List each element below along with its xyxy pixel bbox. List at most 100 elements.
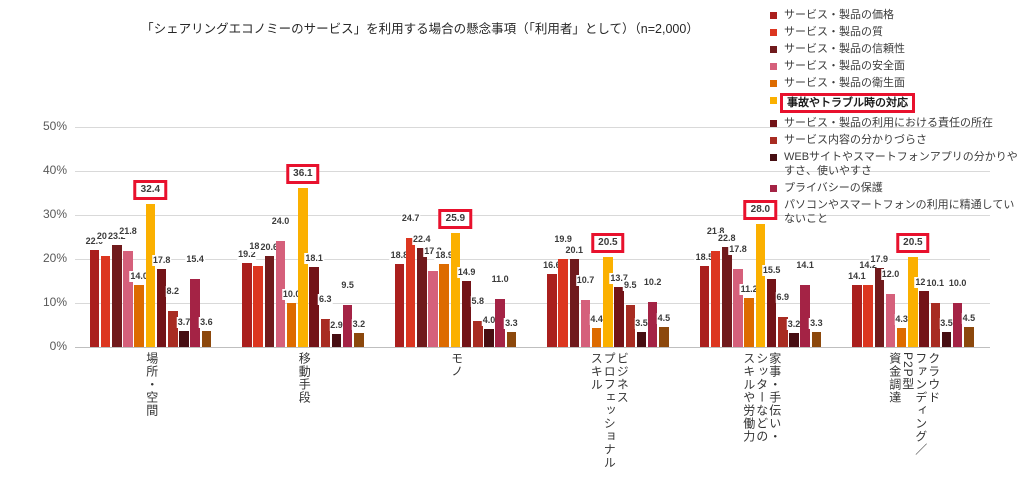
bar-移動手段-WEBサイトやスマートフォンアプリの分かりやすさ、使いやすさ xyxy=(331,334,342,347)
bar-ビジネス・プロフェッショナル・スキル-サービス・製品の衛生面 xyxy=(591,327,602,347)
bar-家事・手伝い・シッターなどのスキルや労働力-サービス・製品の質 xyxy=(710,251,721,347)
legend-label: サービス・製品の利用における責任の所在 xyxy=(784,117,993,129)
bar-場所・空間-サービス・製品の信頼性 xyxy=(112,244,122,347)
bar-クラウドファンディング／P2P型資金調達-サービス・製品の利用における責任の所在 xyxy=(919,291,929,347)
value-label: 18.1 xyxy=(304,253,324,265)
legend-marker-icon xyxy=(770,120,777,127)
value-label: 6.9 xyxy=(775,291,791,303)
legend-item: 事故やトラブル時の対応 xyxy=(770,93,1022,113)
value-label: 24.0 xyxy=(270,216,291,228)
x-category-label: クラウド ファンディング／ P2P型 資金調達 xyxy=(887,352,941,456)
bar-場所・空間-事故やトラブル時の対応 xyxy=(145,204,156,347)
bar-家事・手伝い・シッターなどのスキルや労働力-サービス・製品の衛生面 xyxy=(744,297,754,347)
legend-label: 事故やトラブル時の対応 xyxy=(780,93,915,113)
bar-場所・空間-プライバシーの保護 xyxy=(190,279,200,347)
value-label: 10.1 xyxy=(925,277,946,289)
value-label: 3.3 xyxy=(504,318,519,330)
bar-モノ-サービス・製品の質 xyxy=(405,238,416,347)
bar-移動手段-サービス・製品の衛生面 xyxy=(286,303,297,347)
legend-item: プライバシーの保護 xyxy=(770,181,1022,195)
value-label: 20.1 xyxy=(564,244,585,256)
bar-モノ-パソコンやスマートフォンの利用に精通していないこと xyxy=(506,332,517,347)
legend-label: パソコンやスマートフォンの利用に精通していないこと xyxy=(784,199,1015,225)
highlighted-value-label: 20.5 xyxy=(591,232,625,253)
legend-item: パソコンやスマートフォンの利用に精通していないこと xyxy=(770,198,1022,226)
bar-家事・手伝い・シッターなどのスキルや労働力-サービス・製品の安全面 xyxy=(733,268,743,347)
legend-marker-icon xyxy=(770,80,777,87)
bar-クラウドファンディング／P2P型資金調達-サービス・製品の信頼性 xyxy=(874,268,885,347)
legend-marker-icon xyxy=(770,12,777,19)
gridline xyxy=(75,127,990,128)
value-label: 18.8 xyxy=(389,250,410,262)
value-label: 21.8 xyxy=(705,226,726,238)
value-label: 14.1 xyxy=(847,270,867,282)
legend-item: サービス内容の分かりづらさ xyxy=(770,133,1022,147)
bar-家事・手伝い・シッターなどのスキルや労働力-WEBサイトやスマートフォンアプリの分かりやすさ、使いやすさ xyxy=(789,332,799,347)
bar-クラウドファンディング／P2P型資金調達-サービス・製品の衛生面 xyxy=(896,328,907,347)
value-label: 17.8 xyxy=(728,243,748,255)
highlighted-value-label: 28.0 xyxy=(743,199,778,220)
bar-モノ-サービス・製品の衛生面 xyxy=(439,263,449,347)
x-category-label: ビジネス プロフェッショナル スキル xyxy=(589,352,630,469)
value-label: 4.5 xyxy=(656,313,672,325)
bar-ビジネス・プロフェッショナル・スキル-サービス・製品の価格 xyxy=(547,273,557,347)
highlighted-value-label: 20.5 xyxy=(896,232,930,253)
bar-移動手段-サービス・製品の安全面 xyxy=(275,241,286,347)
legend-marker-icon xyxy=(770,29,777,36)
y-tick-label: 30% xyxy=(42,207,67,221)
value-label: 9.5 xyxy=(623,280,638,292)
bar-場所・空間-サービス・製品の衛生面 xyxy=(134,285,144,347)
gridline xyxy=(75,347,990,348)
gridline xyxy=(75,215,990,216)
legend-marker-icon xyxy=(770,137,777,144)
bar-クラウドファンディング／P2P型資金調達-サービス・製品の質 xyxy=(863,284,873,347)
value-label: 19.9 xyxy=(553,234,573,246)
value-label: 15.5 xyxy=(761,264,782,276)
bar-モノ-プライバシーの保護 xyxy=(495,298,505,347)
bar-移動手段-サービス・製品の利用における責任の所在 xyxy=(309,267,319,347)
value-label: 17.9 xyxy=(869,254,890,266)
legend-label: サービス・製品の安全面 xyxy=(784,60,905,72)
bar-モノ-サービス・製品の信頼性 xyxy=(417,248,427,347)
legend-item: WEBサイトやスマートフォンアプリの分かりやすさ、使いやすさ xyxy=(770,150,1022,178)
bar-移動手段-プライバシーの保護 xyxy=(342,305,353,347)
bar-クラウドファンディング／P2P型資金調達-サービス・製品の安全面 xyxy=(885,294,896,347)
bar-場所・空間-サービス内容の分かりづらさ xyxy=(168,310,178,347)
legend-item: サービス・製品の質 xyxy=(770,25,1022,39)
value-label: 11.0 xyxy=(490,273,510,285)
value-label: 10.2 xyxy=(642,277,663,289)
bar-クラウドファンディング／P2P型資金調達-サービス・製品の価格 xyxy=(852,284,862,347)
bar-クラウドファンディング／P2P型資金調達-パソコンやスマートフォンの利用に精通していないこと xyxy=(964,327,974,347)
y-tick-label: 0% xyxy=(49,339,67,353)
bar-場所・空間-パソコンやスマートフォンの利用に精通していないこと xyxy=(201,331,212,347)
bar-ビジネス・プロフェッショナル・スキル-サービス・製品の質 xyxy=(558,259,568,347)
bar-モノ-サービス・製品の安全面 xyxy=(428,270,438,347)
bar-場所・空間-サービス・製品の利用における責任の所在 xyxy=(156,268,167,347)
legend-item: サービス・製品の価格 xyxy=(770,8,1022,22)
bar-モノ-WEBサイトやスマートフォンアプリの分かりやすさ、使いやすさ xyxy=(484,329,494,347)
bar-ビジネス・プロフェッショナル・スキル-サービス・製品の利用における責任の所在 xyxy=(614,286,624,347)
bar-ビジネス・プロフェッショナル・スキル-プライバシーの保護 xyxy=(647,302,658,347)
bar-クラウドファンディング／P2P型資金調達-事故やトラブル時の対応 xyxy=(908,256,918,347)
bar-移動手段-サービス・製品の信頼性 xyxy=(264,256,275,347)
value-label: 10.0 xyxy=(947,278,968,289)
value-label: 22.8 xyxy=(717,232,737,244)
bar-家事・手伝い・シッターなどのスキルや労働力-サービス・製品の信頼性 xyxy=(722,246,732,347)
legend-marker-icon xyxy=(770,46,777,53)
value-label: 22.4 xyxy=(412,234,432,246)
legend-label: サービス・製品の信頼性 xyxy=(784,43,905,55)
bar-モノ-サービス・製品の価格 xyxy=(394,264,405,347)
bar-移動手段-サービス内容の分かりづらさ xyxy=(320,319,331,347)
value-label: 16.6 xyxy=(542,259,562,271)
value-label: 23.2 xyxy=(107,230,127,242)
bar-移動手段-サービス・製品の質 xyxy=(253,265,263,347)
value-label: 15.4 xyxy=(185,254,205,266)
value-label: 3.3 xyxy=(809,318,824,330)
y-tick-label: 10% xyxy=(42,295,67,309)
value-label: 14.2 xyxy=(858,259,878,271)
legend-marker-icon xyxy=(770,154,777,161)
value-label: 21.8 xyxy=(118,226,138,238)
bar-場所・空間-サービス・製品の質 xyxy=(100,256,111,347)
value-label: 4.0 xyxy=(481,315,497,327)
